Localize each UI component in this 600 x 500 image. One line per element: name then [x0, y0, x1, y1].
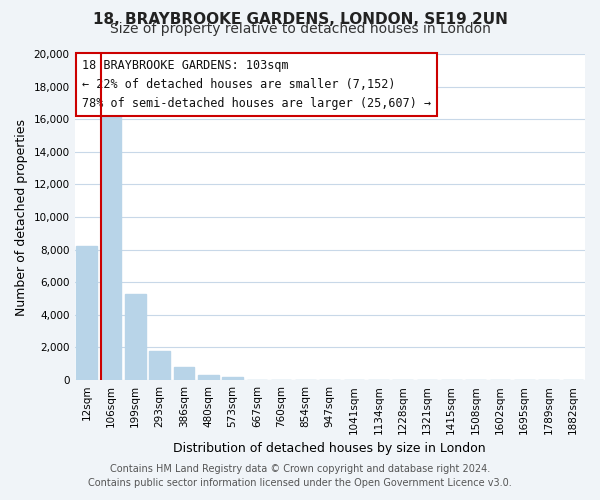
Bar	[125, 294, 146, 380]
Bar	[149, 350, 170, 380]
Y-axis label: Number of detached properties: Number of detached properties	[15, 118, 28, 316]
Text: Contains HM Land Registry data © Crown copyright and database right 2024.
Contai: Contains HM Land Registry data © Crown c…	[88, 464, 512, 487]
Bar	[101, 110, 121, 380]
Text: 18, BRAYBROOKE GARDENS, LONDON, SE19 2UN: 18, BRAYBROOKE GARDENS, LONDON, SE19 2UN	[92, 12, 508, 28]
X-axis label: Distribution of detached houses by size in London: Distribution of detached houses by size …	[173, 442, 486, 455]
Bar	[76, 246, 97, 380]
Text: Size of property relative to detached houses in London: Size of property relative to detached ho…	[110, 22, 490, 36]
Bar	[198, 376, 218, 380]
Bar	[222, 377, 243, 380]
Bar	[173, 367, 194, 380]
Text: 18 BRAYBROOKE GARDENS: 103sqm
← 22% of detached houses are smaller (7,152)
78% o: 18 BRAYBROOKE GARDENS: 103sqm ← 22% of d…	[82, 59, 431, 110]
